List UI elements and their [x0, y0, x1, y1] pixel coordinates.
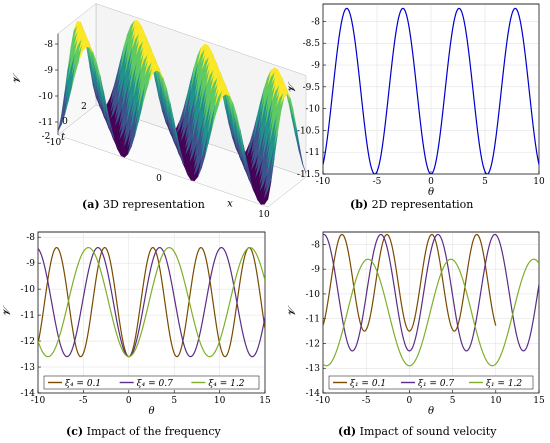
panel-c-plot-area: [37, 231, 266, 394]
caption-c-text: Impact of the frequency: [86, 425, 221, 438]
panel-c-legend-label-1: ξ₄ = 0.1: [65, 379, 101, 389]
panel-d-xtick-label: 5: [450, 396, 456, 406]
caption-c: (c) Impact of the frequency: [66, 425, 221, 438]
panel-b-xlabel: θ: [428, 187, 434, 198]
line-chart-2d: -10 -5 0 5 10 -8 -8.5 -9 -9.5 -10 -10.5 -11 -11.5 θ 𝓥: [287, 3, 545, 198]
panel-b-ytick-label: -11: [306, 148, 321, 158]
panel-d-ytick-label: -14: [306, 389, 321, 399]
caption-b: (b) 2D representation: [350, 198, 473, 211]
surface-xtick-label: 10: [258, 210, 270, 220]
panel-b-xtick-label: 10: [533, 177, 545, 187]
panel-d-xtick-label: 0: [407, 396, 413, 406]
surface-tlabel: t: [61, 132, 66, 143]
panel-c-ytick-label: -9: [26, 259, 35, 269]
panel-d-series-line-3: [323, 258, 539, 367]
panel-d-plot-area: [322, 231, 540, 394]
panel-b-ylabel: 𝓥: [287, 81, 298, 93]
surface-ztick-label: -11: [39, 118, 54, 128]
panel-c-xtick-label: 10: [214, 396, 226, 406]
surface-ttick-label: -2: [42, 132, 51, 142]
surface-ztick-label: -8: [44, 40, 53, 50]
panel-c-ytick-label: -12: [21, 337, 36, 347]
surface-ztick-label: -10: [39, 92, 54, 102]
panel-d-xtick-label: -5: [362, 396, 371, 406]
panel-b-ytick-label: -9.5: [303, 83, 321, 93]
panel-c-legend-label-2: ξ₄ = 0.7: [137, 379, 173, 389]
panel-d-xtick-label: 15: [533, 396, 545, 406]
line-chart-frequency: -10 -5 0 5 10 15 -8 -9 -10 -11 -12 -13 -14 θ 𝓥ξ₄ = 0.1…: [2, 231, 271, 417]
caption-d: (d) Impact of sound velocity: [338, 425, 496, 438]
panel-d-legend-label-2: ξ₁ = 0.7: [418, 379, 454, 389]
panel-b-ytick-label: -9: [311, 61, 320, 71]
panel-d-ytick-label: -9: [311, 265, 320, 275]
surface-zlabel: 𝓥: [12, 72, 23, 84]
surface-xtick-label: -10: [47, 138, 62, 148]
caption-d-letter: (d): [338, 425, 357, 438]
panel-d-series-line-1: [323, 233, 497, 332]
panel-d-legend-label-3: ξ₁ = 1.2: [486, 379, 522, 389]
caption-a-letter: (a): [82, 198, 100, 211]
panel-b-ytick-label: -8.5: [303, 39, 321, 49]
panel-d-ytick-label: -8: [311, 240, 320, 250]
panel-c-legend: [43, 375, 260, 390]
surface-patch: [264, 181, 272, 205]
panel-c-series-line-2: [38, 246, 265, 358]
panel-c-xtick-label: 5: [171, 396, 177, 406]
panel-c-xtick-label: 15: [259, 396, 271, 406]
surface-ttick-label: 2: [81, 102, 87, 112]
panel-c-ytick-label: -10: [21, 285, 36, 295]
panel-c-frame: [37, 231, 266, 394]
panel-c-xtick-label: 0: [126, 396, 132, 406]
panel-c-legend-label-3: ξ₄ = 1.2: [208, 379, 244, 389]
panel-c-xtick-label: -10: [31, 396, 46, 406]
panel-d-ytick-label: -12: [306, 339, 321, 349]
panel-b-xtick-label: 5: [482, 177, 488, 187]
surface-xtick-label: 0: [156, 174, 162, 184]
line-chart-sound-velocity: -10 -5 0 5 10 15 -8 -9 -10 -11 -12 -13 -14 θ 𝓥ξ₁ = 0.1…: [287, 231, 545, 417]
panel-c-series-line-3: [38, 246, 265, 358]
panel-c-ytick-label: -13: [21, 363, 36, 373]
panel-d-frame: [322, 231, 540, 394]
panel-b-ytick-label: -8: [311, 17, 320, 27]
caption-a-text: 3D representation: [103, 198, 205, 211]
panel-b-ytick-label: -10.5: [297, 126, 320, 136]
panel-c-ytick-label: -8: [26, 233, 35, 243]
panel-d-xtick-label: 10: [490, 396, 502, 406]
caption-b-letter: (b): [350, 198, 369, 211]
caption-b-text: 2D representation: [371, 198, 474, 211]
surface-xlabel: x: [227, 199, 233, 210]
panel-d-ytick-label: -11: [306, 315, 321, 325]
panel-d-legend-label-1: ξ₁ = 0.1: [350, 379, 386, 389]
panel-d-xtick-label: -10: [316, 396, 331, 406]
surface-ttick-label: 0: [62, 117, 68, 127]
panel-c-series-line-1: [38, 246, 265, 358]
panel-b-xtick-label: -10: [316, 177, 331, 187]
panel-b-series-line-1: [323, 7, 539, 174]
panel-b-xtick-label: -5: [373, 177, 382, 187]
panel-c-xtick-label: -5: [79, 396, 88, 406]
panel-b-xtick-label: 0: [428, 177, 434, 187]
panel-d-ytick-label: -13: [306, 364, 321, 374]
caption-d-text: Impact of sound velocity: [359, 425, 497, 438]
panel-d-series-line-2: [323, 233, 539, 352]
panel-d-ytick-label: -10: [306, 290, 321, 300]
panel-b-ytick-label: -11.5: [297, 170, 320, 180]
panel-c-ylabel: 𝓥: [2, 305, 13, 317]
panel-c-ytick-label: -11: [21, 311, 36, 321]
caption-c-letter: (c): [66, 425, 84, 438]
panel-b-ytick-label: -10: [306, 105, 321, 115]
panel-d-xlabel: θ: [428, 406, 434, 417]
caption-a: (a) 3D representation: [82, 198, 205, 211]
surface-ztick-label: -9: [44, 66, 53, 76]
panel-d-ylabel: 𝓥: [287, 305, 298, 317]
panel-d-legend: [328, 375, 534, 390]
panel-c-xlabel: θ: [148, 406, 154, 417]
panel-c-ytick-label: -14: [21, 389, 36, 399]
